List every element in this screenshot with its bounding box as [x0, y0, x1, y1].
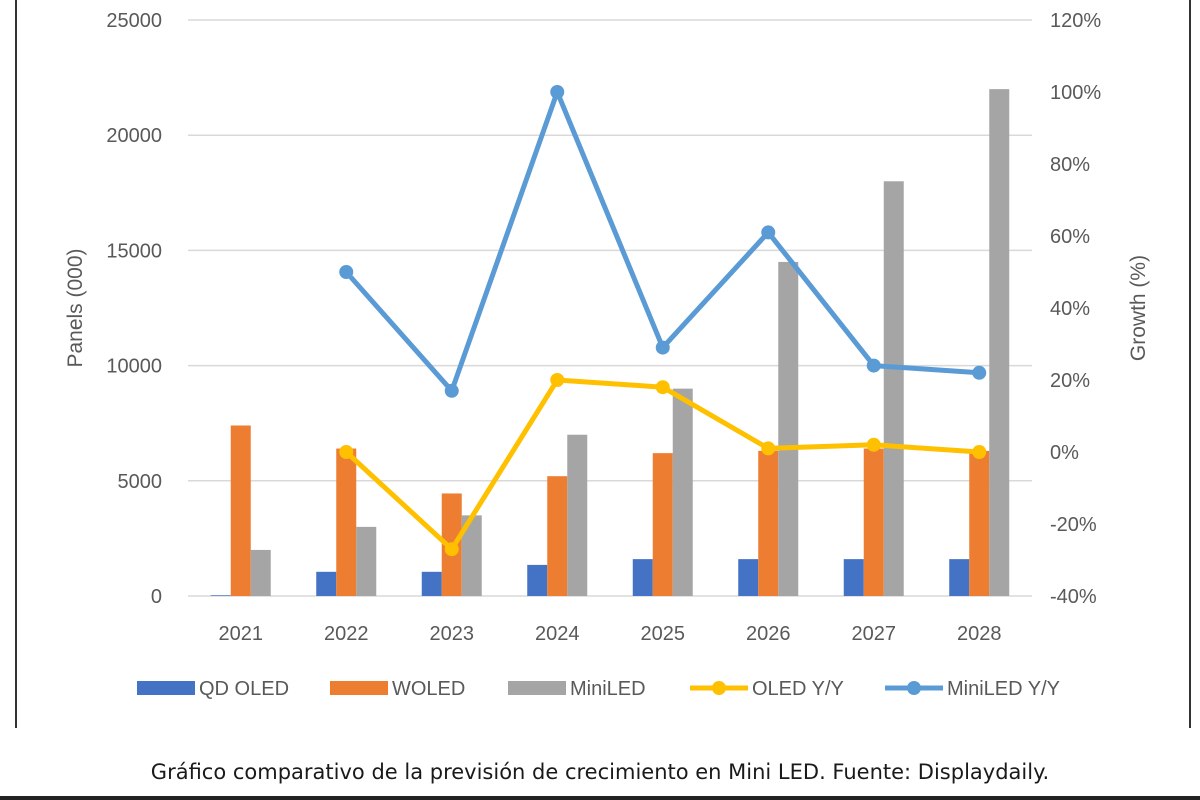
point-miniled-y-y-2022	[339, 265, 354, 279]
legend-label-qd-oled: QD OLED	[199, 678, 289, 700]
bar-woled-2026	[758, 450, 779, 596]
point-oled-y-y-2024	[550, 373, 565, 387]
point-oled-y-y-2028	[972, 445, 987, 459]
right-tick-label: 40%	[1050, 298, 1090, 320]
right-tick-label: -20%	[1050, 514, 1097, 536]
left-axis-ticks: 0 5000 10000 15000 20000 25000	[106, 10, 162, 608]
point-oled-y-y-2025	[655, 380, 670, 395]
frame-right-border	[1189, 0, 1191, 728]
left-tick-label: 10000	[106, 356, 162, 378]
bar-qd-oled-2023	[421, 571, 442, 596]
bar-woled-2024	[547, 476, 568, 596]
x-tick-label: 2022	[324, 623, 369, 645]
bar-miniled-2026	[778, 261, 799, 596]
right-tick-label: -40%	[1050, 586, 1097, 608]
bar-qd-oled-2025	[632, 559, 653, 596]
right-tick-label: 100%	[1050, 82, 1101, 104]
frame-bottom-border	[0, 796, 1200, 800]
right-tick-label: 0%	[1050, 442, 1079, 464]
bar-miniled-2021	[250, 549, 271, 596]
point-miniled-y-y-2027	[866, 358, 881, 373]
x-tick-label: 2024	[535, 623, 580, 645]
bar-qd-oled-2021	[210, 595, 231, 596]
left-tick-label: 25000	[106, 10, 162, 32]
legend-label-miniled: MiniLED	[570, 678, 646, 700]
right-tick-label: 120%	[1050, 10, 1101, 32]
point-miniled-y-y-2025	[655, 340, 670, 355]
bar-woled-2028	[969, 450, 990, 596]
legend-swatch-miniled	[508, 681, 566, 695]
point-oled-y-y-2026	[761, 441, 776, 456]
point-oled-y-y-2022	[339, 445, 354, 459]
bar-qd-oled-2028	[949, 559, 970, 596]
bar-miniled-2023	[461, 515, 482, 596]
legend-swatch-qd-oled	[137, 681, 195, 695]
right-axis-title: Growth (%)	[1127, 255, 1150, 361]
bar-woled-2021	[230, 425, 251, 596]
right-tick-label: 80%	[1050, 154, 1090, 176]
x-tick-label: 2025	[641, 623, 686, 645]
point-miniled-y-y-2024	[550, 85, 565, 99]
left-tick-label: 0	[151, 586, 162, 608]
bar-miniled-2027	[883, 181, 904, 596]
bar-qd-oled-2022	[316, 571, 337, 596]
legend-marker-miniled-y-y	[907, 681, 921, 695]
legend-swatch-woled	[330, 681, 388, 695]
legend-label-oled-y-y: OLED Y/Y	[752, 678, 844, 700]
legend-label-miniled-y-y: MiniLED Y/Y	[947, 678, 1060, 700]
gridlines	[188, 19, 1032, 597]
x-tick-label: 2021	[219, 623, 264, 645]
point-miniled-y-y-2028	[972, 365, 987, 380]
legend: QD OLED WOLED MiniLED OLED Y/Y MiniLED Y/Y	[137, 678, 1060, 700]
x-tick-label: 2023	[430, 623, 475, 645]
x-tick-label: 2026	[746, 623, 791, 645]
bar-series	[210, 89, 1010, 597]
bar-qd-oled-2027	[843, 559, 864, 596]
x-tick-label: 2028	[957, 623, 1002, 645]
bar-miniled-2022	[356, 526, 377, 596]
right-tick-label: 60%	[1050, 226, 1090, 248]
legend-label-woled: WOLED	[392, 678, 465, 700]
left-tick-label: 20000	[106, 125, 162, 147]
bar-qd-oled-2026	[738, 559, 759, 596]
frame-left-border	[15, 0, 17, 728]
bar-woled-2025	[652, 453, 673, 596]
right-axis-ticks: -40% -20% 0% 20% 40% 60% 80% 100% 120%	[1050, 10, 1101, 608]
bar-miniled-2024	[567, 434, 588, 596]
bar-miniled-2028	[989, 89, 1010, 597]
point-oled-y-y-2027	[866, 437, 881, 452]
legend-marker-oled-y-y	[712, 681, 726, 695]
left-tick-label: 5000	[118, 471, 163, 493]
line-series	[339, 85, 987, 557]
bar-miniled-2025	[672, 388, 693, 596]
point-miniled-y-y-2023	[444, 383, 459, 398]
x-axis-ticks: 2021 2022 2023 2024 2025 2026 2027 2028	[219, 623, 1002, 645]
figure-caption: Gráfico comparativo de la previsión de c…	[150, 760, 1050, 784]
bar-qd-oled-2024	[527, 564, 548, 596]
bar-woled-2022	[336, 448, 357, 596]
right-tick-label: 20%	[1050, 370, 1090, 392]
bar-woled-2027	[863, 448, 884, 596]
combo-chart: 0 5000 10000 15000 20000 25000 -40% -20% 0% 20% 4…	[64, 10, 1150, 700]
left-tick-label: 15000	[106, 240, 162, 262]
point-miniled-y-y-2026	[761, 225, 776, 240]
point-oled-y-y-2023	[444, 542, 459, 557]
left-axis-title: Panels (000)	[64, 248, 87, 367]
x-tick-label: 2027	[852, 623, 897, 645]
